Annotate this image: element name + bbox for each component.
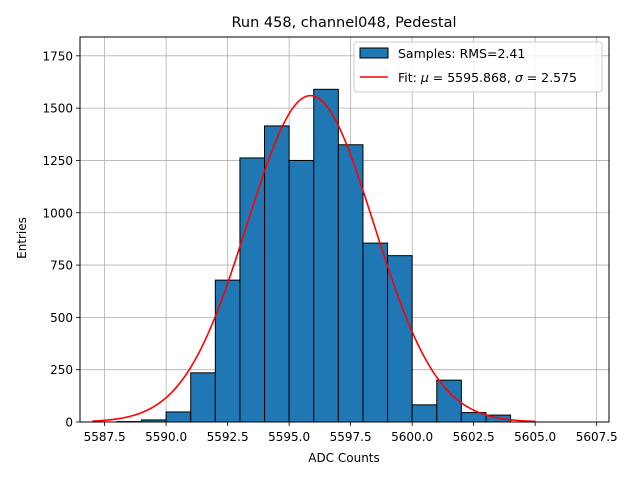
y-tick-label: 500 [50, 311, 73, 325]
y-tick-label: 1000 [42, 206, 73, 220]
fit-curve [92, 94, 536, 423]
legend-fit-label: Fit: μ = 5595.868, σ = 2.575 [398, 70, 577, 85]
x-tick-label: 5600.0 [391, 430, 433, 444]
legend-fit-prefix: Fit: [398, 70, 421, 85]
x-tick-label: 5595.0 [268, 430, 310, 444]
x-tick-label: 5602.5 [453, 430, 495, 444]
legend-samples-patch [359, 47, 389, 59]
x-axis-title: ADC Counts [308, 451, 380, 465]
legend-mu-value: = 5595.868, [429, 70, 515, 85]
y-axis: 0 250 500 750 1000 1250 1500 1750 [42, 49, 80, 430]
legend-mu-symbol: μ [420, 70, 429, 85]
y-tick-label: 1500 [42, 102, 73, 116]
legend-sigma-value: = 2.575 [523, 70, 577, 85]
x-axis: 5587.5 5590.0 5592.5 5595.0 5597.5 5600.0 5602… [84, 422, 618, 444]
y-tick-label: 0 [65, 416, 73, 430]
x-tick-label: 5592.5 [207, 430, 249, 444]
histogram-bar [190, 372, 216, 423]
chart-title: Run 458, channel048, Pedestal [231, 15, 456, 31]
legend-samples-label: Samples: RMS=2.41 [398, 46, 525, 61]
histogram-bar [165, 411, 192, 423]
histogram-bar [214, 279, 241, 423]
legend-box [353, 41, 603, 93]
y-tick-label: 250 [50, 363, 73, 377]
histogram-bar [264, 125, 290, 423]
y-tick-label: 750 [50, 259, 73, 273]
histogram-bar [337, 144, 364, 423]
histogram-bar [436, 379, 462, 423]
legend: Samples: RMS=2.41 Fit: μ = 5595.868, σ =… [353, 41, 603, 93]
histogram-bar [411, 404, 438, 423]
histogram-bar [288, 159, 315, 423]
histogram-bar [239, 157, 266, 423]
y-axis-title: Entries [15, 217, 29, 259]
x-tick-label: 5590.0 [145, 430, 187, 444]
histogram-bar [387, 255, 413, 423]
histogram-bar [313, 88, 339, 423]
y-tick-label: 1750 [42, 49, 73, 63]
legend-sigma-symbol: σ [515, 70, 524, 85]
x-tick-label: 5607.5 [576, 430, 618, 444]
x-tick-label: 5605.0 [514, 430, 556, 444]
y-tick-label: 1250 [42, 154, 73, 168]
x-tick-label: 5587.5 [84, 430, 126, 444]
x-tick-label: 5597.5 [330, 430, 372, 444]
plot-frame [79, 36, 610, 423]
histogram-bar [362, 242, 389, 423]
